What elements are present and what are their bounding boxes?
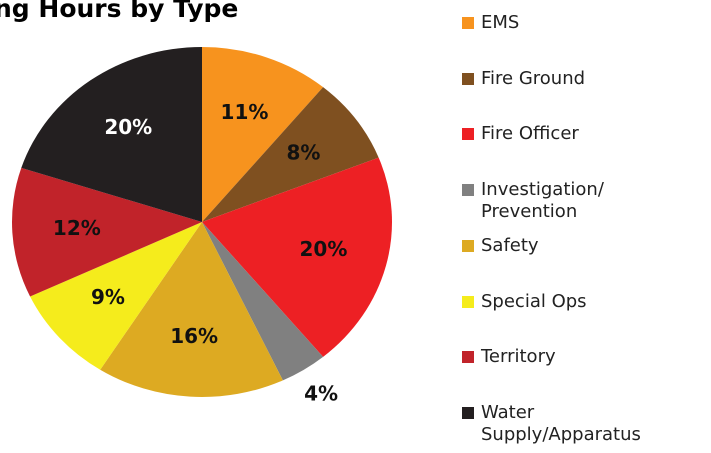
legend-label: Fire Ground xyxy=(481,67,586,89)
legend-swatch xyxy=(462,295,474,308)
data-label: 16% xyxy=(170,324,218,348)
pie-slice xyxy=(202,157,392,357)
legend-swatch xyxy=(462,239,474,252)
chart-title: ng Hours by Type xyxy=(0,0,238,23)
legend-label: Safety xyxy=(481,234,539,256)
data-label: 8% xyxy=(286,141,320,165)
legend-label: Special Ops xyxy=(481,290,587,312)
data-label: 12% xyxy=(53,216,101,240)
legend-swatch xyxy=(462,406,474,419)
pie-slice xyxy=(100,222,283,397)
legend-swatch xyxy=(462,128,474,141)
data-label: 9% xyxy=(91,285,125,309)
legend-label: EMS xyxy=(481,12,520,33)
pie-slice xyxy=(11,167,202,297)
data-label: 20% xyxy=(300,237,348,261)
legend-label: Fire Officer xyxy=(481,123,579,145)
pie-slice xyxy=(30,222,203,370)
data-label: 4% xyxy=(304,381,338,405)
legend-label: Investigation/ Prevention xyxy=(481,179,604,223)
legend-label: Water Supply/Apparatus xyxy=(481,401,641,445)
pie-slice xyxy=(202,47,324,222)
pie-slice xyxy=(21,47,203,222)
data-label: 11% xyxy=(221,100,269,124)
legend-label: Territory xyxy=(481,346,556,368)
pie-slice xyxy=(202,87,379,222)
legend-swatch xyxy=(462,351,474,364)
data-label: 20% xyxy=(104,115,152,139)
legend-swatch xyxy=(462,184,474,197)
pie-slice xyxy=(202,222,324,381)
legend-swatch xyxy=(462,17,474,29)
legend-swatch xyxy=(462,72,474,85)
